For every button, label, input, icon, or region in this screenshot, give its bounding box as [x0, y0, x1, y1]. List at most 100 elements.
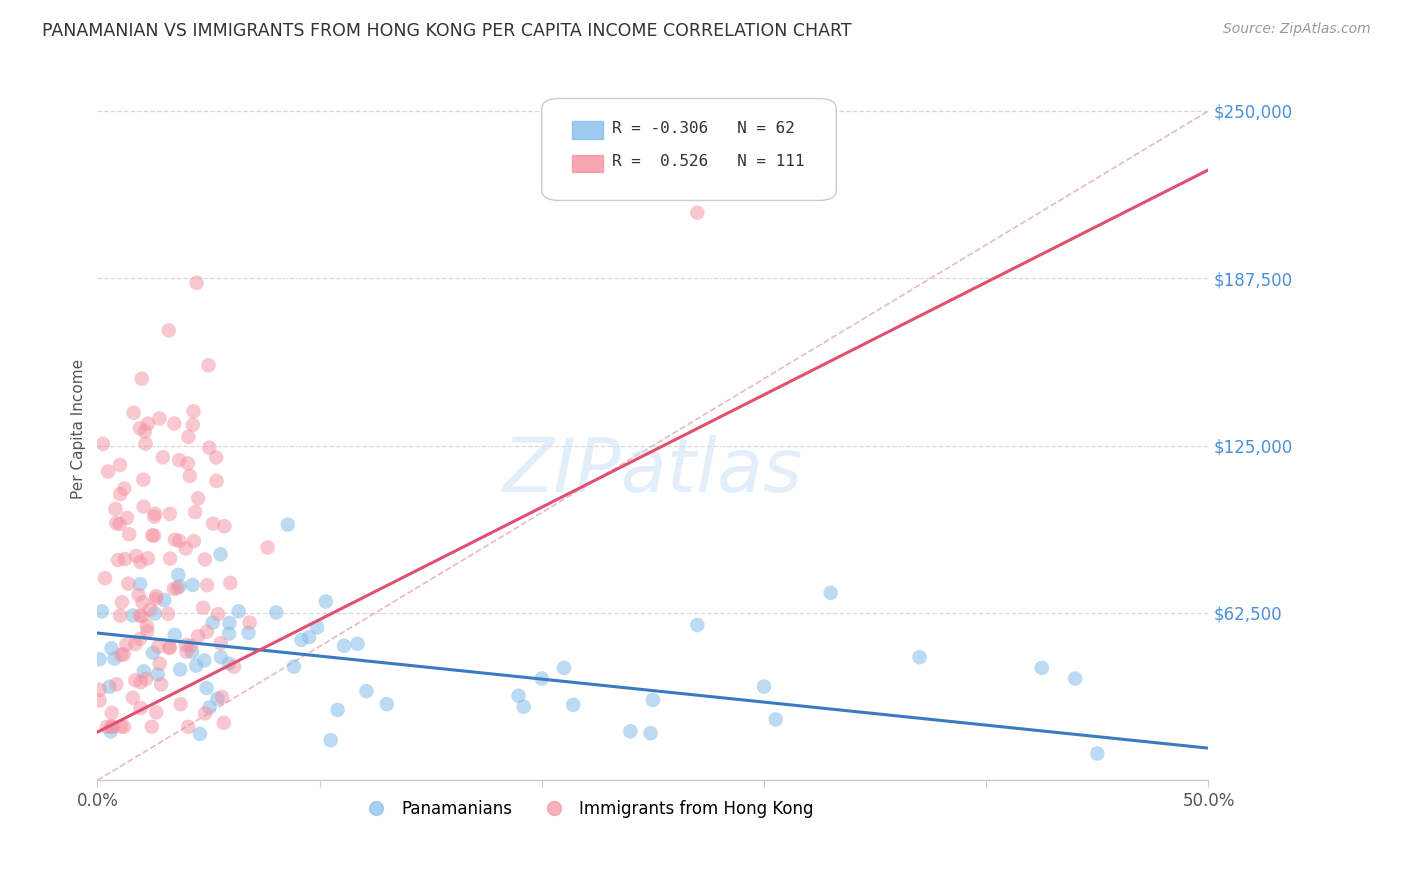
- Point: [91, 437, 114, 451]
- Point: [201, 615, 224, 630]
- Point: [143, 607, 166, 621]
- Point: [195, 578, 218, 592]
- Point: [128, 421, 150, 435]
- Point: [163, 582, 186, 596]
- Point: [108, 458, 131, 472]
- Point: [326, 703, 349, 717]
- Point: [135, 672, 157, 686]
- Point: [305, 620, 328, 634]
- Point: [139, 602, 162, 616]
- Point: [333, 639, 356, 653]
- Point: [619, 724, 641, 739]
- Point: [167, 453, 190, 467]
- Point: [148, 640, 170, 654]
- Point: [169, 579, 191, 593]
- Point: [110, 487, 132, 501]
- Point: [132, 473, 155, 487]
- Point: [193, 653, 215, 667]
- Point: [100, 641, 122, 656]
- Point: [640, 726, 662, 740]
- Point: [101, 706, 124, 720]
- Point: [115, 511, 138, 525]
- Point: [143, 509, 166, 524]
- Point: [105, 516, 128, 530]
- Point: [90, 604, 112, 618]
- Point: [177, 430, 200, 444]
- Point: [89, 693, 111, 707]
- Point: [209, 636, 232, 650]
- Point: [512, 699, 534, 714]
- Point: [117, 576, 139, 591]
- Point: [135, 619, 157, 633]
- Text: ZIPatlas: ZIPatlas: [503, 435, 803, 507]
- Point: [315, 594, 337, 608]
- Text: Source: ZipAtlas.com: Source: ZipAtlas.com: [1223, 22, 1371, 37]
- Text: R =  0.526   N = 111: R = 0.526 N = 111: [612, 154, 804, 169]
- Point: [820, 586, 842, 600]
- Point: [508, 689, 530, 703]
- Point: [209, 547, 232, 561]
- Point: [157, 323, 180, 337]
- Point: [908, 650, 931, 665]
- Point: [146, 667, 169, 681]
- Point: [176, 645, 198, 659]
- Point: [218, 626, 240, 640]
- Point: [94, 571, 117, 585]
- Legend: Panamanians, Immigrants from Hong Kong: Panamanians, Immigrants from Hong Kong: [353, 793, 820, 825]
- Point: [174, 638, 197, 652]
- Point: [132, 665, 155, 679]
- Point: [163, 628, 186, 642]
- FancyBboxPatch shape: [541, 98, 837, 201]
- Point: [131, 609, 153, 624]
- Point: [188, 727, 211, 741]
- Point: [184, 505, 207, 519]
- Point: [209, 650, 232, 665]
- Point: [1064, 672, 1087, 686]
- Point: [186, 658, 208, 673]
- Point: [129, 632, 152, 646]
- Point: [194, 552, 217, 566]
- Point: [356, 684, 378, 698]
- Point: [132, 500, 155, 514]
- Point: [112, 482, 135, 496]
- Point: [186, 276, 208, 290]
- Point: [111, 595, 134, 609]
- Point: [187, 491, 209, 506]
- Point: [183, 534, 205, 549]
- Point: [207, 691, 229, 706]
- Point: [198, 700, 221, 714]
- Point: [1085, 747, 1108, 761]
- Point: [212, 715, 235, 730]
- Y-axis label: Per Capita Income: Per Capita Income: [72, 359, 86, 499]
- Point: [375, 697, 398, 711]
- Point: [553, 661, 575, 675]
- Point: [104, 502, 127, 516]
- Point: [283, 659, 305, 673]
- Point: [319, 733, 342, 747]
- Point: [163, 533, 186, 547]
- Point: [135, 436, 157, 450]
- Point: [136, 624, 159, 638]
- Point: [153, 593, 176, 607]
- Point: [105, 677, 128, 691]
- Point: [136, 551, 159, 566]
- Point: [765, 712, 787, 726]
- Point: [183, 404, 205, 418]
- Point: [256, 541, 278, 555]
- Point: [163, 417, 186, 431]
- Point: [128, 588, 150, 602]
- Point: [125, 549, 148, 563]
- Point: [264, 606, 287, 620]
- Text: PANAMANIAN VS IMMIGRANTS FROM HONG KONG PER CAPITA INCOME CORRELATION CHART: PANAMANIAN VS IMMIGRANTS FROM HONG KONG …: [42, 22, 852, 40]
- Point: [101, 720, 124, 734]
- Point: [169, 663, 191, 677]
- Point: [129, 675, 152, 690]
- Point: [159, 640, 181, 655]
- Point: [145, 706, 167, 720]
- Point: [107, 553, 129, 567]
- Point: [143, 507, 166, 521]
- Point: [149, 657, 172, 671]
- Point: [115, 638, 138, 652]
- Point: [122, 406, 145, 420]
- Point: [195, 681, 218, 695]
